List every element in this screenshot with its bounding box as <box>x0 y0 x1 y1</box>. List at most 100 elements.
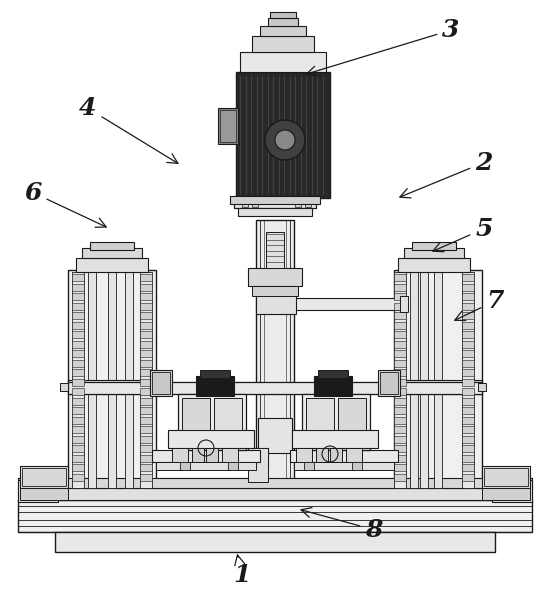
Bar <box>140 464 152 471</box>
Bar <box>140 474 152 480</box>
Bar <box>492 480 532 502</box>
Bar <box>140 302 152 309</box>
Bar <box>228 462 238 470</box>
Text: 3: 3 <box>306 18 460 76</box>
Bar <box>140 426 152 433</box>
Bar <box>394 274 406 281</box>
Bar <box>68 380 156 394</box>
Bar <box>72 284 84 291</box>
Bar <box>394 284 406 291</box>
Bar <box>140 445 152 452</box>
Bar <box>72 417 84 423</box>
Bar <box>462 474 474 480</box>
Bar <box>72 445 84 452</box>
Bar <box>268 18 298 26</box>
Bar <box>140 417 152 423</box>
Bar <box>230 196 320 204</box>
Bar <box>72 359 84 367</box>
Bar <box>242 197 248 207</box>
Bar <box>330 448 342 462</box>
Bar <box>72 272 84 488</box>
Bar <box>72 274 84 281</box>
Bar <box>394 270 482 490</box>
Text: 6: 6 <box>24 181 106 228</box>
Bar <box>125 272 133 488</box>
Bar <box>412 242 456 250</box>
Bar <box>140 331 152 338</box>
Bar <box>462 341 474 347</box>
Bar <box>462 464 474 471</box>
Bar <box>290 450 398 462</box>
Bar <box>394 331 406 338</box>
Bar <box>72 407 84 414</box>
Bar <box>258 418 292 453</box>
Text: 1: 1 <box>233 555 251 587</box>
Bar <box>420 272 428 488</box>
Bar <box>248 268 302 286</box>
Bar <box>140 312 152 319</box>
Bar <box>60 383 68 391</box>
Bar <box>72 302 84 309</box>
Bar <box>140 455 152 462</box>
Bar <box>462 284 474 291</box>
Bar <box>394 369 406 376</box>
Bar <box>72 369 84 376</box>
Bar <box>72 293 84 300</box>
Bar <box>68 382 482 394</box>
Bar <box>196 376 234 396</box>
Bar <box>462 302 474 309</box>
Bar <box>462 455 474 462</box>
Bar <box>252 286 298 296</box>
Bar <box>260 26 306 36</box>
Bar <box>236 72 330 198</box>
Bar <box>18 488 532 500</box>
Bar <box>140 293 152 300</box>
Bar <box>294 298 400 310</box>
Bar <box>20 488 68 500</box>
Bar <box>240 52 326 72</box>
Bar <box>72 435 84 442</box>
Bar <box>302 394 370 450</box>
Bar <box>462 312 474 319</box>
Bar <box>304 462 314 470</box>
Bar <box>462 407 474 414</box>
Bar <box>220 110 236 142</box>
Bar <box>394 455 406 462</box>
Bar <box>380 372 398 394</box>
Bar <box>434 272 442 488</box>
Bar <box>462 369 474 376</box>
Bar <box>462 272 474 488</box>
Bar <box>18 478 532 488</box>
Bar <box>192 448 204 462</box>
Bar <box>252 36 314 52</box>
Bar <box>72 331 84 338</box>
Bar <box>238 208 312 216</box>
Bar <box>266 232 284 268</box>
Bar <box>172 448 188 462</box>
Bar <box>108 272 116 488</box>
Bar <box>140 369 152 376</box>
Bar <box>394 321 406 329</box>
Bar <box>256 220 294 488</box>
Bar <box>394 407 406 414</box>
Bar <box>152 372 170 394</box>
Bar <box>462 388 474 395</box>
Bar <box>18 480 58 502</box>
Bar <box>55 532 495 552</box>
Bar <box>394 293 406 300</box>
Bar <box>394 379 406 385</box>
Bar <box>72 379 84 385</box>
Bar <box>314 376 352 396</box>
Bar <box>306 398 334 430</box>
Bar <box>140 321 152 329</box>
Bar <box>346 448 362 462</box>
Bar <box>82 248 142 258</box>
Bar <box>462 426 474 433</box>
Bar <box>248 448 268 482</box>
Bar <box>270 12 296 18</box>
Bar <box>394 445 406 452</box>
Circle shape <box>275 130 295 150</box>
Bar <box>72 388 84 395</box>
Bar <box>214 398 242 430</box>
Bar <box>352 462 362 470</box>
